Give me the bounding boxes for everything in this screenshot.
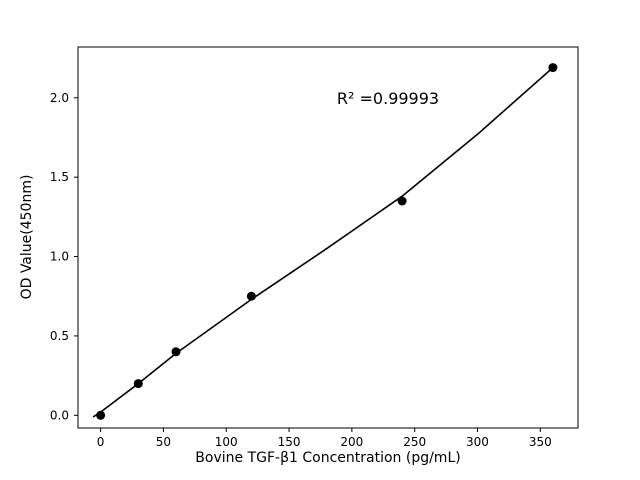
y-tick-label: 1.0 <box>50 250 69 264</box>
y-tick-label: 0.0 <box>50 408 69 422</box>
y-axis-label: OD Value(450nm) <box>19 174 35 300</box>
y-tick-label: 0.5 <box>50 329 69 343</box>
x-tick-label: 350 <box>529 435 552 449</box>
r-squared-annotation: R² =0.99993 <box>336 89 440 108</box>
y-tick-label: 1.5 <box>50 170 69 184</box>
x-tick-label: 50 <box>156 435 171 449</box>
x-tick-label: 250 <box>403 435 426 449</box>
data-point <box>397 196 407 206</box>
x-tick-label: 0 <box>97 435 105 449</box>
data-point <box>548 63 558 73</box>
data-point <box>246 291 256 301</box>
fit-line <box>92 67 554 418</box>
y-tick-label: 2.0 <box>50 91 69 105</box>
data-point <box>96 410 106 420</box>
x-tick-label: 200 <box>340 435 363 449</box>
x-tick-label: 100 <box>215 435 238 449</box>
data-point <box>133 379 143 389</box>
x-tick-label: 150 <box>278 435 301 449</box>
data-point <box>171 347 181 357</box>
plot-frame <box>77 46 579 429</box>
x-axis-label: Bovine TGF-β1 Concentration (pg/mL) <box>195 450 461 466</box>
x-tick-label: 300 <box>466 435 489 449</box>
